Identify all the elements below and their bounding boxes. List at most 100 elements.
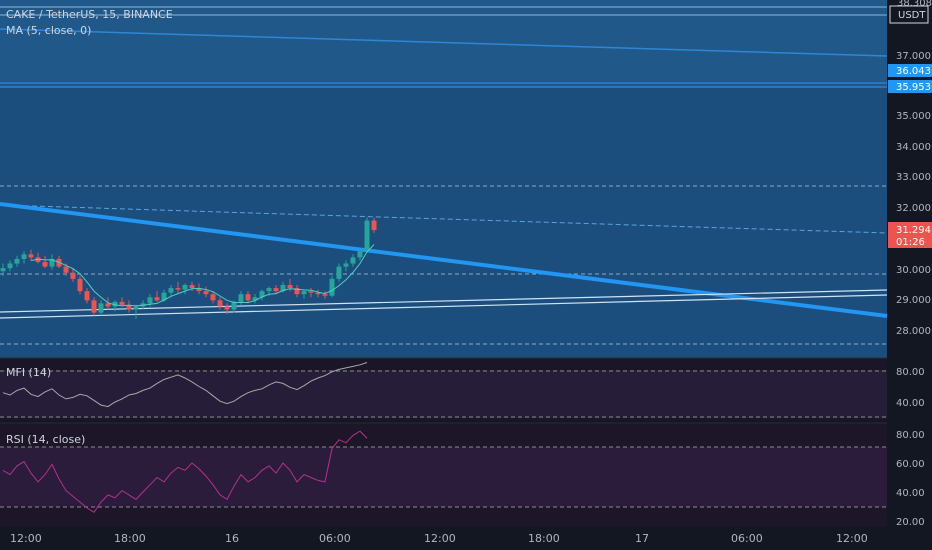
mfi-band: [0, 370, 887, 418]
candle: [259, 291, 265, 298]
time-axis-background: [0, 527, 887, 550]
candle: [336, 266, 342, 279]
candle: [84, 291, 90, 301]
symbol-legend[interactable]: CAKE / TetherUS, 15, BINANCE: [6, 8, 173, 21]
candle: [119, 301, 125, 305]
candle: [154, 297, 160, 301]
candle: [371, 220, 377, 231]
candle: [91, 300, 97, 313]
candle: [308, 291, 314, 293]
candle: [294, 288, 300, 295]
candle: [161, 292, 167, 301]
candle: [63, 266, 69, 273]
candle: [343, 263, 349, 267]
candle: [105, 303, 111, 307]
candle: [238, 294, 244, 302]
last-price-tag: [888, 222, 932, 248]
time-axis[interactable]: 12:00 18:00 16 06:00 12:00 18:00 17 06:0…: [10, 532, 868, 545]
price-tick: 28.000: [896, 326, 931, 337]
price-tick: 32.000: [896, 203, 931, 214]
upper-trend-line[interactable]: [0, 28, 888, 57]
candle: [203, 291, 209, 295]
rsi-axis[interactable]: 80.00 60.00 40.00 20.00: [896, 430, 925, 528]
ma-legend[interactable]: MA (5, close, 0): [6, 24, 91, 37]
candle: [350, 257, 356, 264]
candle: [301, 291, 307, 295]
time-tick: 18:00: [114, 532, 146, 545]
mfi-line: [2, 362, 368, 408]
candle: [70, 272, 76, 279]
candle: [77, 278, 83, 292]
ascending-support-line[interactable]: [0, 289, 888, 313]
time-tick: 17: [635, 532, 649, 545]
time-tick: 06:00: [731, 532, 763, 545]
candle: [49, 258, 55, 267]
candle: [315, 292, 321, 295]
time-tick: 12:00: [10, 532, 42, 545]
candlestick-series: [0, 217, 377, 319]
price-tick-top: 38.308: [897, 0, 932, 9]
price-tick: 35.000: [896, 111, 931, 122]
candle: [266, 288, 272, 292]
candle: [28, 254, 34, 258]
candle: [147, 297, 153, 304]
price-tick: 37.000: [896, 51, 931, 62]
time-tick: 12:00: [836, 532, 868, 545]
price-tag-upper-label: 36.043: [896, 66, 931, 77]
price-axis[interactable]: 38.308 USDT 37.000 36.043 35.953 35.000 …: [888, 0, 932, 337]
candle: [168, 288, 174, 293]
price-tick: 33.000: [896, 172, 931, 183]
candle: [280, 285, 286, 292]
candle: [273, 288, 279, 292]
candle: [252, 297, 258, 301]
mfi-axis[interactable]: 80.00 40.00: [896, 367, 925, 409]
candle: [133, 306, 139, 310]
candle: [175, 288, 181, 290]
time-tick: 12:00: [424, 532, 456, 545]
ma-line: [30, 244, 375, 307]
time-tick: 16: [225, 532, 239, 545]
candle: [21, 254, 27, 259]
rsi-tick: 60.00: [896, 459, 925, 470]
mfi-legend[interactable]: MFI (14): [6, 366, 51, 379]
mfi-tick: 80.00: [896, 367, 925, 378]
candle: [196, 288, 202, 292]
ascending-support-line-2[interactable]: [0, 294, 888, 319]
time-tick: 18:00: [528, 532, 560, 545]
candle: [7, 263, 13, 269]
rsi-band: [0, 447, 887, 507]
candle: [322, 294, 328, 296]
rsi-legend[interactable]: RSI (14, close): [6, 433, 85, 446]
price-tick: 30.000: [896, 265, 931, 276]
rsi-tick: 40.00: [896, 488, 925, 499]
candle: [224, 306, 230, 310]
candle: [42, 262, 48, 267]
bar-countdown-label: 01:26: [896, 237, 925, 248]
rsi-line: [2, 430, 368, 513]
rsi-tick: 80.00: [896, 430, 925, 441]
last-price-label: 31.294: [896, 225, 931, 236]
price-tag-upper: [888, 64, 932, 77]
candle: [231, 301, 237, 310]
candle: [14, 258, 20, 264]
time-tick: 06:00: [319, 532, 351, 545]
candle: [189, 285, 195, 289]
price-tag-lower-label: 35.953: [896, 82, 931, 93]
rsi-tick: 20.00: [896, 517, 925, 528]
mfi-tick: 40.00: [896, 398, 925, 409]
currency-label: USDT: [898, 10, 926, 21]
price-tag-lower: [888, 80, 932, 93]
currency-box[interactable]: [889, 5, 929, 24]
candle: [357, 251, 363, 258]
candle: [329, 278, 335, 296]
candle: [98, 303, 104, 313]
candle: [0, 268, 6, 272]
candle: [287, 285, 293, 289]
candle: [210, 294, 216, 301]
candle: [364, 220, 370, 252]
dashed-last-price-trend[interactable]: [0, 204, 888, 234]
price-tick: 29.000: [896, 295, 931, 306]
descending-trend-line[interactable]: [0, 202, 888, 318]
